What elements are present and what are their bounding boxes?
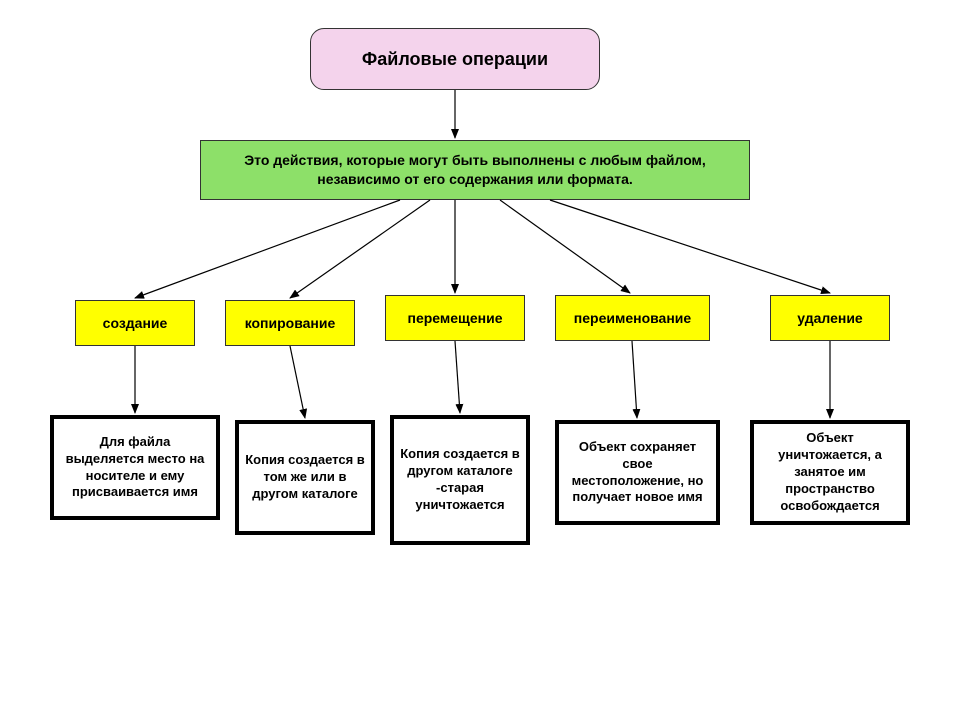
title-text: Файловые операции [362, 47, 548, 71]
op-label: перемещение [408, 309, 503, 328]
op-node-3: переименование [555, 295, 710, 341]
desc-node-2: Копия создается в другом каталоге -стара… [390, 415, 530, 545]
op-node-0: создание [75, 300, 195, 346]
op-label: удаление [797, 309, 862, 328]
desc-node-3: Объект сохраняет свое местоположение, но… [555, 420, 720, 525]
desc-text: Копия создается в том же или в другом ка… [245, 452, 365, 503]
definition-text: Это действия, которые могут быть выполне… [213, 151, 737, 189]
desc-text: Объект уничтожается, а занятое им простр… [760, 430, 900, 514]
desc-node-4: Объект уничтожается, а занятое им простр… [750, 420, 910, 525]
op-label: копирование [245, 314, 336, 333]
op-node-2: перемещение [385, 295, 525, 341]
desc-text: Для файла выделяется место на носителе и… [60, 434, 210, 502]
op-node-1: копирование [225, 300, 355, 346]
desc-node-1: Копия создается в том же или в другом ка… [235, 420, 375, 535]
arrows-layer [0, 0, 960, 720]
op-label: переименование [574, 309, 691, 328]
desc-text: Объект сохраняет свое местоположение, но… [565, 439, 710, 507]
definition-node: Это действия, которые могут быть выполне… [200, 140, 750, 200]
title-node: Файловые операции [310, 28, 600, 90]
op-node-4: удаление [770, 295, 890, 341]
op-label: создание [103, 314, 168, 333]
desc-node-0: Для файла выделяется место на носителе и… [50, 415, 220, 520]
desc-text: Копия создается в другом каталоге -стара… [400, 446, 520, 514]
